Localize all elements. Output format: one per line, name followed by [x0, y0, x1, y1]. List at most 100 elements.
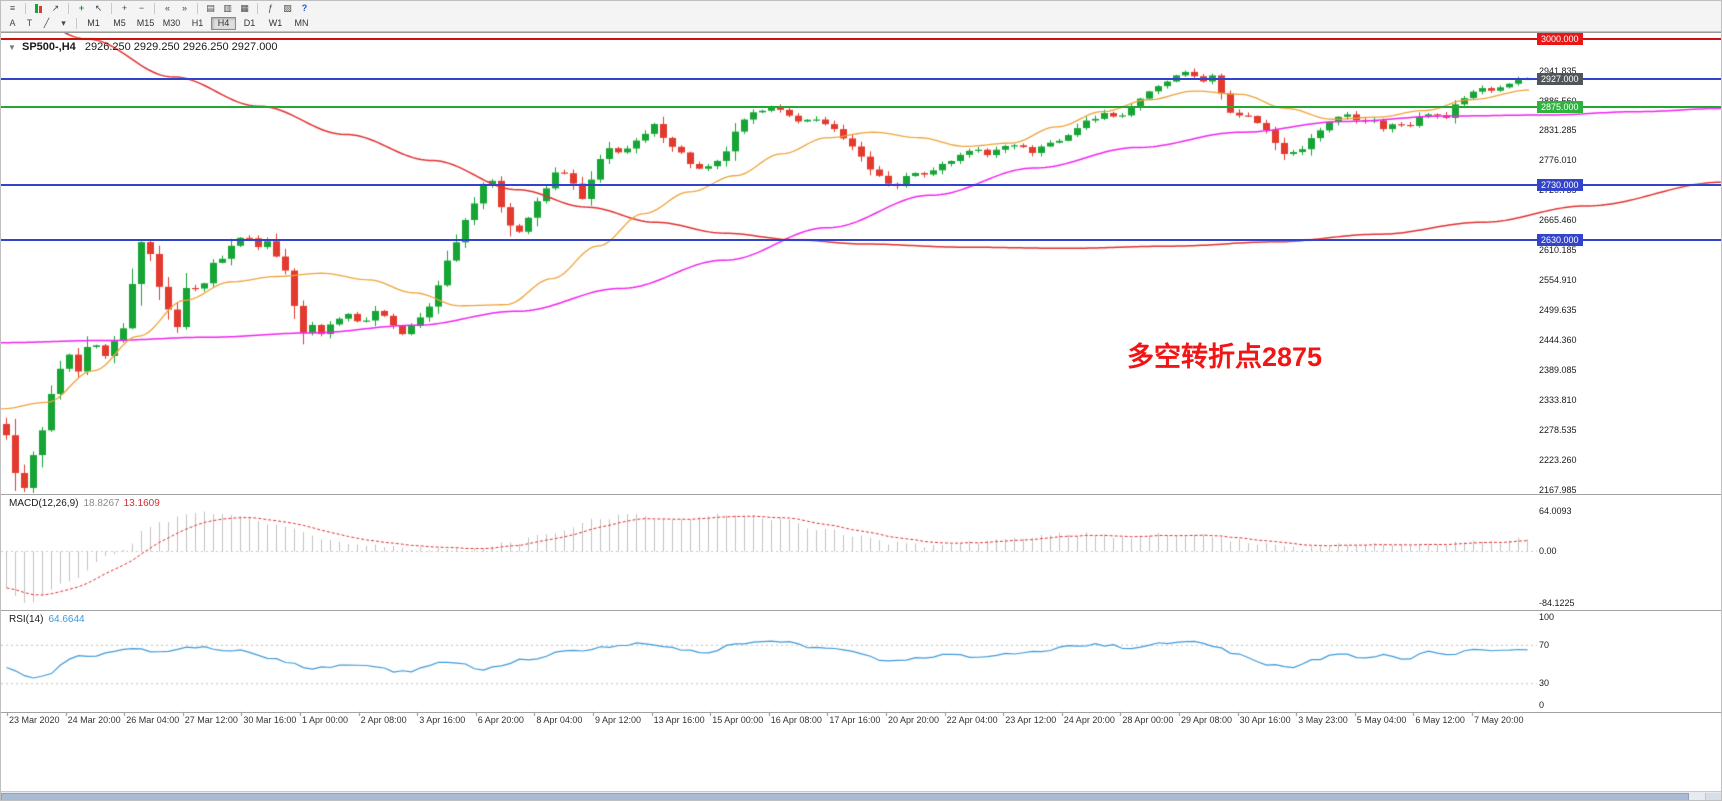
horizontal-line-2927.000[interactable] [1, 77, 1721, 80]
rsi-value: 64.6644 [48, 614, 85, 625]
toolbar-separator [76, 18, 77, 29]
macd-name: MACD(12,26,9) [9, 498, 79, 509]
date-label: 7 May 20:00 [1474, 715, 1524, 725]
scroll-left-icon[interactable]: « [159, 2, 176, 15]
price-scale-tick: 2610.185 [1539, 245, 1577, 256]
price-scale-tick: 2444.360 [1539, 335, 1577, 346]
macd-main-value: 18.8267 [83, 498, 120, 509]
panel-separator-rsi[interactable] [1, 610, 1721, 611]
toolbar: ≡ ↗ + ↖ + − «» ▤ ▥ ▦ ƒ ▨? A T ╱ ▾ M1 M5 M15 M30 H1 H4 D1 W1 MN [1, 1, 1721, 32]
date-label: 28 Apr 00:00 [1122, 715, 1174, 725]
chart-window: ▼ SP500-,H4 2926.250 2929.250 2926.250 2… [1, 32, 1721, 800]
price-scale-tick: 2389.085 [1539, 365, 1577, 376]
rsi-label: RSI(14) 64.6644 [9, 614, 85, 625]
timeframe-button-m30[interactable]: M30 [159, 17, 184, 30]
timeframe-button-h4[interactable]: H4 [211, 17, 236, 30]
price-scale-tick: 2886.560 [1539, 96, 1577, 107]
horizontal-scrollbar-cap[interactable] [1705, 793, 1721, 800]
timeframe-button-m1[interactable]: M1 [81, 17, 106, 30]
date-label: 17 Apr 16:00 [829, 715, 881, 725]
macd-scale-tick: 64.0093 [1539, 506, 1572, 517]
cascade-windows-icon[interactable]: ▦ [236, 2, 253, 15]
price-label-2730.000: 2730.000 [1537, 179, 1583, 192]
price-scale-tick: 2665.460 [1539, 215, 1577, 226]
new-order-icon[interactable]: + [73, 2, 90, 15]
date-label: 13 Apr 16:00 [653, 715, 705, 725]
date-label: 2 Apr 08:00 [360, 715, 407, 725]
cursor-icon[interactable]: ↖ [90, 2, 107, 15]
tile-vertical-icon[interactable]: ▥ [219, 2, 236, 15]
price-scale-tick: 2831.285 [1539, 125, 1577, 136]
price-chart-canvas[interactable] [1, 33, 1721, 800]
panel-separator-macd[interactable] [1, 494, 1721, 495]
toolbar-separator [68, 3, 69, 14]
macd-scale-tick: -84.1225 [1539, 598, 1575, 608]
price-scale-tick: 2499.635 [1539, 305, 1577, 316]
timeframe-button-h1[interactable]: H1 [185, 17, 210, 30]
tile-horizontal-icon[interactable]: ▤ [202, 2, 219, 15]
chart-candles-icon[interactable] [30, 2, 47, 15]
price-label-2927.000: 2927.000 [1537, 72, 1583, 85]
timeframe-button-d1[interactable]: D1 [237, 17, 262, 30]
navigator-icon[interactable]: ▨ [279, 2, 296, 15]
menu-icon[interactable]: ≡ [4, 2, 21, 15]
date-label: 22 Apr 04:00 [946, 715, 998, 725]
toolbar-separator [257, 3, 258, 14]
date-label: 24 Mar 20:00 [67, 715, 121, 725]
timeframe-button-w1[interactable]: W1 [263, 17, 288, 30]
macd-signal-value: 13.1609 [123, 498, 160, 509]
horizontal-line-2875.000[interactable] [1, 105, 1721, 108]
price-scale-tick: 2333.810 [1539, 395, 1577, 406]
zoom-out-icon[interactable]: − [133, 2, 150, 15]
up-candle-glyph [35, 4, 38, 13]
text-tool[interactable]: A [4, 17, 21, 30]
rsi-scale-tick: 0 [1539, 700, 1545, 710]
time-axis-separator [1, 712, 1721, 713]
date-label: 26 Mar 04:00 [126, 715, 180, 725]
toolbar-separator [154, 3, 155, 14]
horizontal-scrollbar-thumb[interactable] [1, 793, 1689, 800]
text-label-tool[interactable]: T [21, 17, 38, 30]
rsi-scale-tick: 70 [1539, 639, 1550, 650]
date-label: 8 Apr 04:00 [536, 715, 583, 725]
toolbar-row-main: ≡ ↗ + ↖ + − «» ▤ ▥ ▦ ƒ ▨? [1, 1, 1721, 16]
rsi-scale-tick: 30 [1539, 678, 1550, 689]
price-scale-tick: 2167.985 [1539, 485, 1577, 496]
zoom-in-icon[interactable]: + [116, 2, 133, 15]
timeframe-button-m5[interactable]: M5 [107, 17, 132, 30]
help-icon[interactable]: ? [296, 2, 313, 15]
date-label: 6 Apr 20:00 [477, 715, 524, 725]
chart-ohlc-values: 2926.250 2929.250 2926.250 2927.000 [84, 41, 278, 53]
date-label: 3 Apr 16:00 [419, 715, 466, 725]
date-label: 30 Mar 16:00 [243, 715, 297, 725]
horizontal-line-3000.000[interactable] [1, 38, 1721, 40]
rsi-name: RSI(14) [9, 614, 44, 625]
rsi-scale-tick: 100 [1539, 612, 1555, 622]
toolbar-separator [197, 3, 198, 14]
date-label: 27 Mar 12:00 [184, 715, 238, 725]
draw-tools-dropdown[interactable]: ▾ [55, 17, 72, 30]
date-label: 23 Mar 2020 [9, 715, 60, 725]
price-scale-tick: 2278.535 [1539, 425, 1577, 436]
annotation-text[interactable]: 多空转折点2875 [1127, 342, 1323, 372]
horizontal-line-2630.000[interactable] [1, 238, 1721, 241]
date-label: 9 Apr 12:00 [595, 715, 642, 725]
timeframe-button-mn[interactable]: MN [289, 17, 314, 30]
scroll-right-icon[interactable]: » [176, 2, 193, 15]
chart-title: ▼ SP500-,H4 2926.250 2929.250 2926.250 2… [8, 41, 278, 53]
price-label-3000.000: 3000.000 [1537, 33, 1583, 45]
macd-scale-tick: 0.00 [1539, 546, 1557, 556]
timeframe-button-m15[interactable]: M15 [133, 17, 158, 30]
price-scale-tick: 2776.010 [1539, 155, 1577, 166]
chart-line-icon[interactable]: ↗ [47, 2, 64, 15]
toolbar-row-tools-timeframes: A T ╱ ▾ M1 M5 M15 M30 H1 H4 D1 W1 MN [1, 16, 1721, 31]
trendline-tool[interactable]: ╱ [38, 17, 55, 30]
horizontal-line-2730.000[interactable] [1, 184, 1721, 187]
toolbar-separator [111, 3, 112, 14]
chart-symbol-timeframe: SP500-,H4 [21, 41, 76, 53]
down-candle-glyph [39, 6, 42, 13]
toolbar-separator [25, 3, 26, 14]
horizontal-scrollbar[interactable] [1, 791, 1721, 800]
indicators-icon[interactable]: ƒ [262, 2, 279, 15]
